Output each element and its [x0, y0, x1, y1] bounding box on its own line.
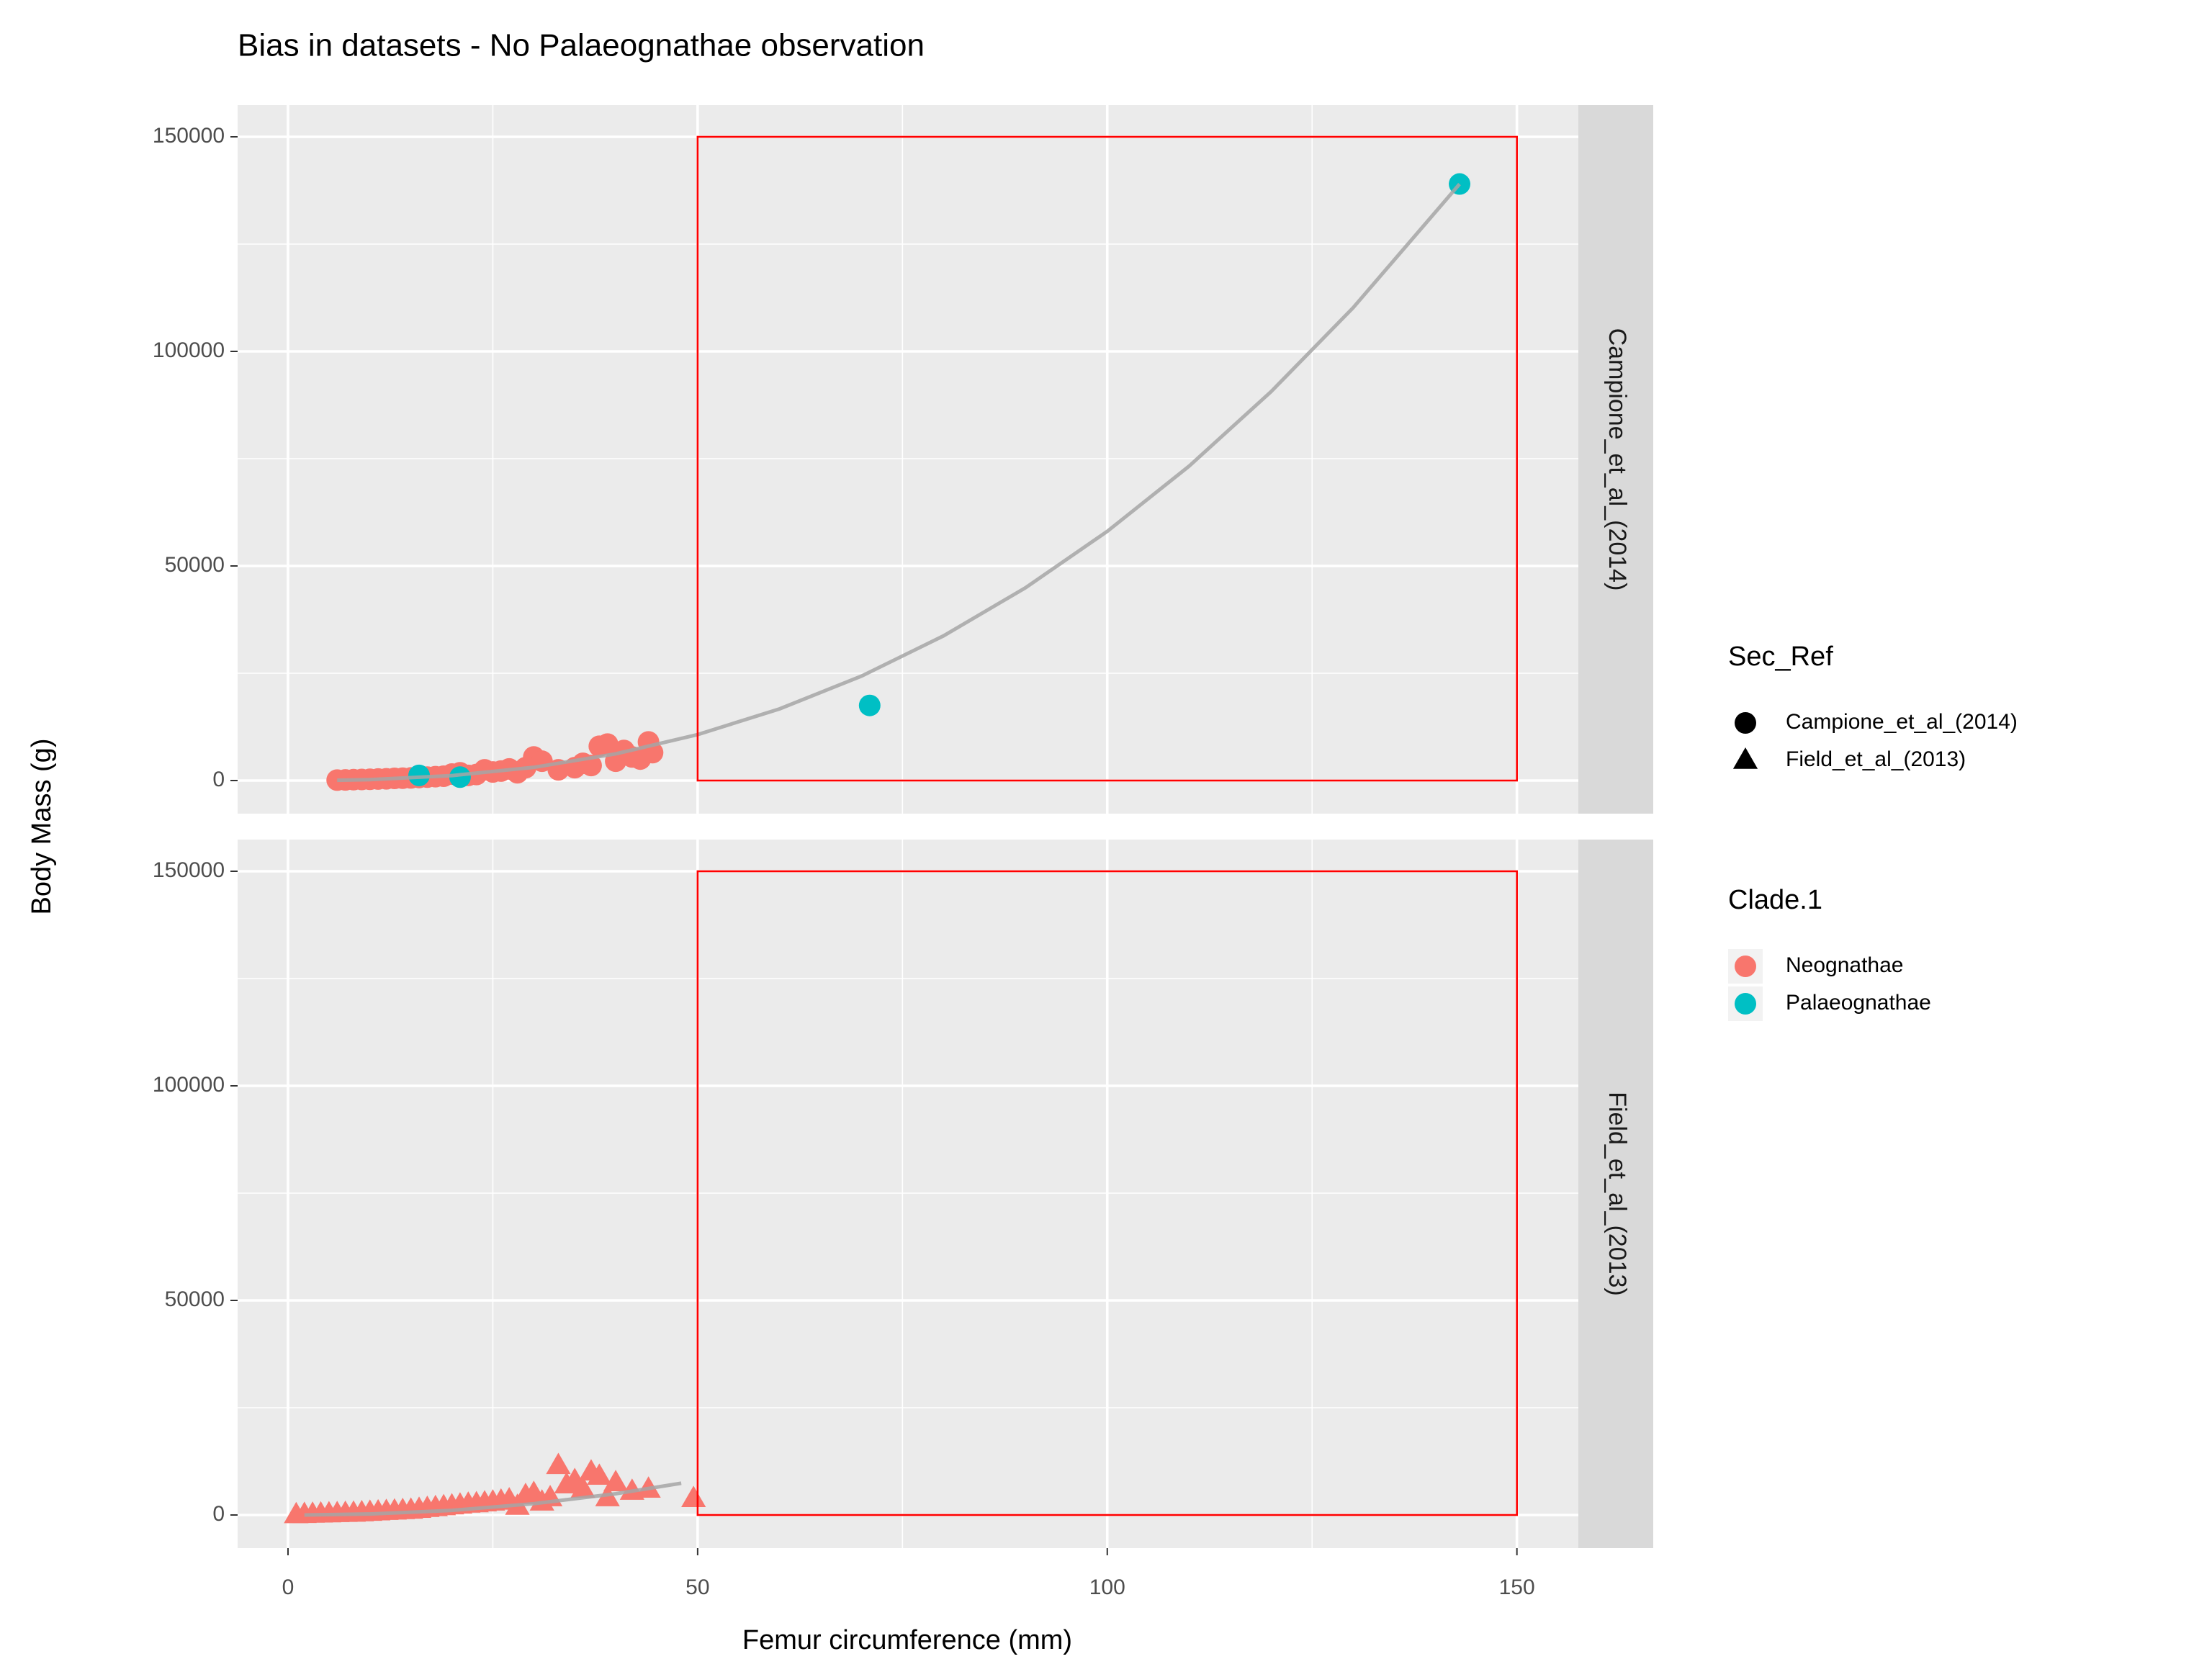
point	[546, 1452, 571, 1475]
fit-line	[304, 1481, 682, 1517]
fit-line	[337, 182, 1461, 783]
x-axis-title: Femur circumference (mm)	[742, 1625, 1072, 1655]
point	[858, 694, 881, 716]
point	[570, 1476, 595, 1498]
point	[596, 733, 619, 755]
strip-label: Campione_et_al_(2014)	[1604, 328, 1631, 591]
legend-label: Campione_et_al_(2014)	[1786, 710, 2018, 734]
y-tick-label: 50000	[165, 553, 225, 577]
strip-label: Field_et_al_(2013)	[1604, 1092, 1631, 1296]
point	[603, 1470, 629, 1492]
legend-label: Palaeognathae	[1786, 991, 1931, 1015]
legend-title: Sec_Ref	[1728, 642, 1833, 672]
x-tick-label: 150	[1499, 1575, 1535, 1599]
legend-label: Field_et_al_(2013)	[1786, 747, 1966, 771]
point	[681, 1485, 706, 1508]
legend-label: Neognathae	[1786, 953, 1903, 977]
strip	[1578, 840, 1653, 1548]
y-axis-title: Body Mass (g)	[27, 739, 57, 915]
panel-background	[238, 105, 1578, 814]
x-tick-label: 100	[1089, 1575, 1125, 1599]
chart-title: Bias in datasets - No Palaeognathae obse…	[238, 28, 925, 63]
panel-background	[238, 840, 1578, 1548]
x-tick-label: 50	[685, 1575, 709, 1599]
legend-title: Clade.1	[1728, 885, 1822, 915]
y-tick-label: 150000	[153, 858, 225, 882]
legend-symbol	[1735, 956, 1756, 977]
legend-symbol	[1732, 747, 1758, 769]
strip	[1578, 105, 1653, 814]
legend-symbol	[1735, 712, 1756, 734]
highlight-box	[696, 870, 1518, 1516]
point	[449, 766, 471, 788]
y-tick-label: 50000	[165, 1287, 225, 1311]
point	[408, 764, 431, 786]
legend-symbol	[1735, 993, 1756, 1015]
x-tick-label: 0	[282, 1575, 295, 1599]
y-tick-label: 100000	[153, 1073, 225, 1097]
y-tick-label: 100000	[153, 338, 225, 362]
point	[587, 1463, 612, 1485]
highlight-box	[696, 135, 1518, 782]
y-tick-label: 0	[212, 1502, 225, 1526]
y-tick-label: 0	[212, 768, 225, 791]
y-tick-label: 150000	[153, 124, 225, 148]
